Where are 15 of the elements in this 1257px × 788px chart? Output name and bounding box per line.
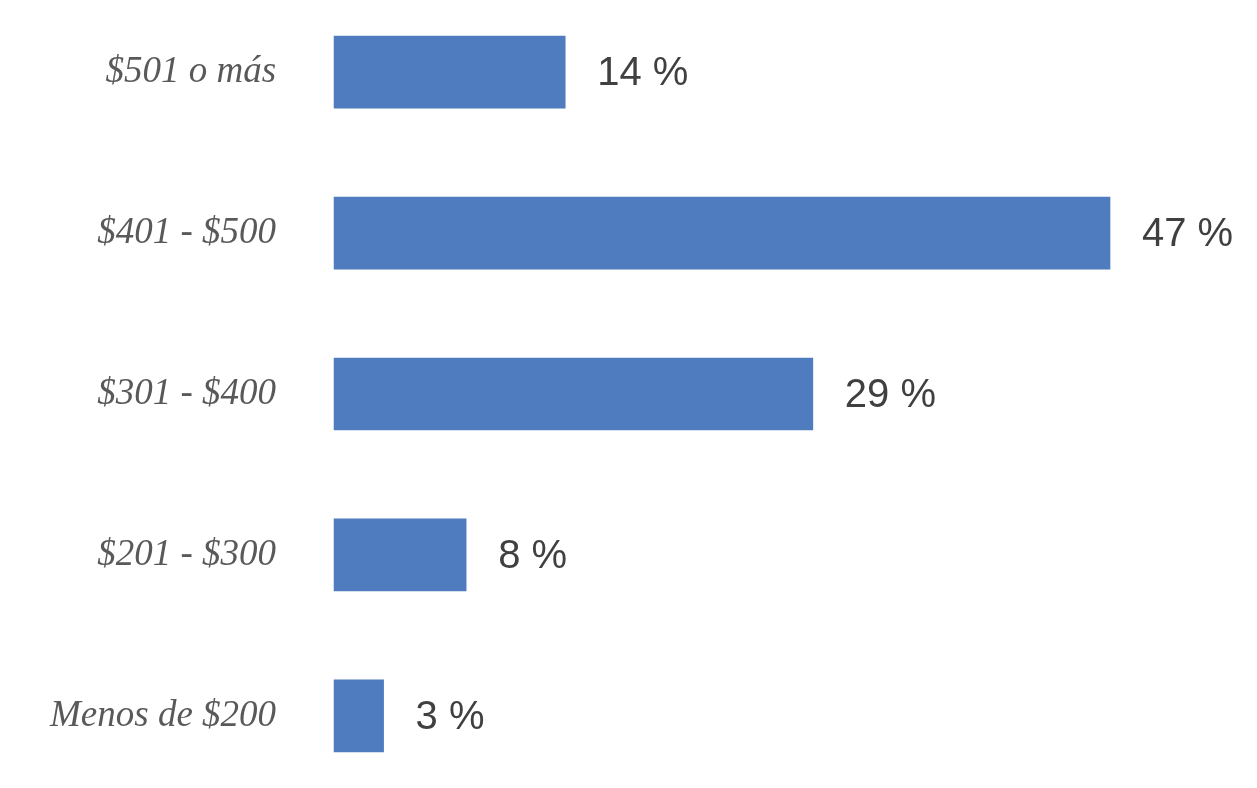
bar [333, 196, 1111, 270]
bar [333, 679, 384, 753]
data-label: 47 % [1142, 210, 1234, 255]
y-tick-label: Menos de $200 [48, 692, 277, 734]
data-label: 8 % [498, 531, 568, 576]
bar [333, 518, 467, 592]
data-label: 29 % [844, 371, 937, 416]
data-label: 14 % [597, 49, 689, 94]
bar [333, 357, 814, 431]
y-tick-label: $401 - $500 [97, 209, 277, 251]
bar [333, 35, 566, 109]
y-tick-label: $301 - $400 [97, 370, 277, 412]
data-label: 3 % [415, 692, 485, 737]
y-tick-label: $201 - $300 [97, 531, 277, 573]
y-tick-label: $501 o más [105, 48, 277, 90]
